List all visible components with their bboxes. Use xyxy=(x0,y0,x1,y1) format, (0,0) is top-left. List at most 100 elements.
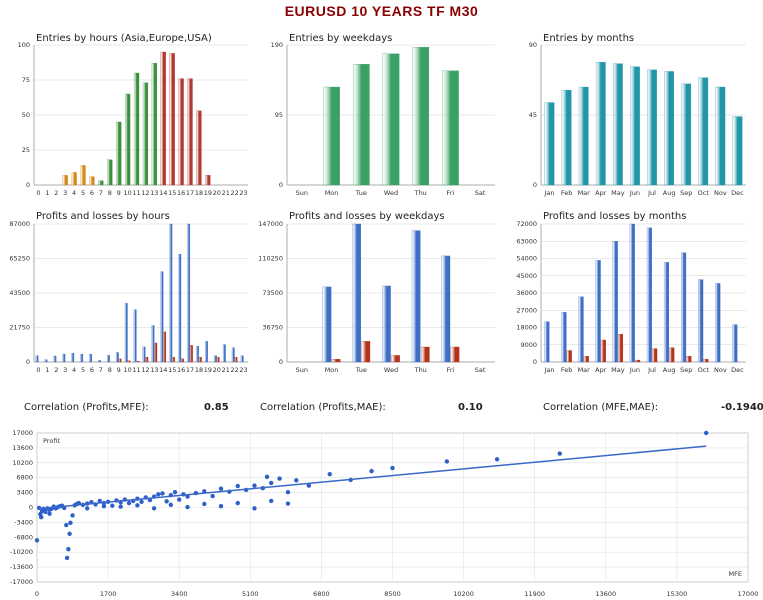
months-xtick-label: Dec xyxy=(731,189,744,197)
hours-xtick-label: 11 xyxy=(132,189,140,197)
pl-months-ytick-label: 45000 xyxy=(516,272,537,280)
pl-weekdays-xtick-label: Tue xyxy=(355,366,367,374)
hours-ytick-label: 75 xyxy=(22,76,30,84)
pl-weekdays-xtick-label: Wed xyxy=(384,366,398,374)
pl-months-xtick-label: Apr xyxy=(595,366,607,374)
scatter-point xyxy=(43,509,48,515)
pl-months-xtick-label: Jun xyxy=(629,366,640,374)
scatter-point xyxy=(294,478,299,483)
hours-xtick-label: 1 xyxy=(45,189,49,197)
scatter-point xyxy=(285,489,291,495)
pl-months-xtick-label: Oct xyxy=(698,366,710,374)
scatter-point xyxy=(218,486,224,491)
pl-weekdays-ytick-label: 73500 xyxy=(262,289,283,297)
weekdays-xtick-label: Mon xyxy=(325,189,339,197)
hours-bar xyxy=(116,121,122,186)
scatter-xtick-label: 0 xyxy=(35,590,39,598)
pl-hours-xtick-label: 20 xyxy=(213,366,221,374)
months-ytick-label: 0 xyxy=(533,181,537,189)
pl-weekdays-xtick-label: Thu xyxy=(414,366,427,374)
weekdays-bar xyxy=(352,64,370,186)
scatter-ytick-label: 0 xyxy=(29,504,33,512)
weekdays-xtick-label: Sun xyxy=(296,189,308,197)
scatter-point xyxy=(252,506,257,511)
pl-months-xtick-label: Aug xyxy=(663,366,676,374)
months-bar xyxy=(630,66,640,186)
hours-ytick-label: 25 xyxy=(22,146,30,154)
months-title: Entries by months xyxy=(543,33,634,44)
months-xtick-label: Mar xyxy=(578,189,591,197)
pl-hours-xtick-label: 2 xyxy=(54,366,58,374)
pl-hours-xtick-label: 13 xyxy=(150,366,158,374)
pl-weekdays-xtick-label: Sun xyxy=(296,366,308,374)
pl-months-bar-series-0 xyxy=(544,321,550,363)
pl-weekdays-bar-series-1 xyxy=(420,346,430,363)
pl-hours-bar-series-0 xyxy=(115,352,119,363)
months-bar xyxy=(715,86,726,186)
scatter-point xyxy=(34,538,40,543)
scatter-xtick-label: 8500 xyxy=(384,590,401,598)
pl-hours-bar-series-0 xyxy=(89,353,92,363)
hours-bar xyxy=(178,78,184,186)
pl-hours-xtick-label: 17 xyxy=(186,366,194,374)
scatter-point xyxy=(164,499,169,504)
scatter-point xyxy=(64,555,70,561)
hours-xtick-label: 14 xyxy=(159,189,167,197)
pl-hours-xtick-label: 15 xyxy=(168,366,176,374)
pl-hours-xtick-label: 12 xyxy=(141,366,149,374)
pl-weekdays-ytick-label: 110250 xyxy=(258,255,283,263)
scatter-point xyxy=(277,476,282,481)
scatter-point xyxy=(64,522,69,528)
scatter-point xyxy=(172,489,178,495)
pl-months-ytick-label: 63000 xyxy=(516,237,537,245)
months-ytick-label: 90 xyxy=(529,41,537,49)
hours-bar xyxy=(169,53,175,186)
pl-hours-xtick-label: 3 xyxy=(63,366,67,374)
pl-hours-bar-series-1 xyxy=(154,342,158,363)
scatter-point xyxy=(156,492,161,497)
scatter-ylabel: Profit xyxy=(43,437,60,445)
scatter-point xyxy=(185,504,190,510)
pl-hours-title: Profits and losses by hours xyxy=(36,211,170,222)
pl-months-bar-series-1 xyxy=(617,334,624,363)
pl-hours-bar-series-1 xyxy=(136,361,140,363)
scatter-point xyxy=(84,506,90,511)
hours-xtick-label: 9 xyxy=(117,189,121,197)
pl-hours-bar-series-0 xyxy=(62,353,66,363)
corr-profits-mae-value: 0.10 xyxy=(458,402,483,413)
scatter-ytick-label: -10200 xyxy=(10,548,33,556)
pl-hours-bar-series-1 xyxy=(172,357,175,363)
pl-hours-ytick-label: 43500 xyxy=(9,289,30,297)
pl-weekdays-bar-series-0 xyxy=(441,255,451,363)
pl-hours-bar-series-1 xyxy=(145,357,149,363)
pl-months-title: Profits and losses by months xyxy=(543,211,686,222)
hours-bar xyxy=(80,165,86,186)
pl-hours-bar-series-0 xyxy=(240,355,244,363)
weekdays-bar xyxy=(412,47,430,186)
hours-xtick-label: 10 xyxy=(123,189,131,197)
pl-hours-bar-series-1 xyxy=(181,358,184,363)
pl-hours-bar-series-0 xyxy=(222,344,226,363)
pl-weekdays-bar-series-0 xyxy=(322,286,332,363)
scatter-point xyxy=(38,514,44,520)
pl-hours-xtick-label: 11 xyxy=(132,366,140,374)
scatter-ytick-label: -6800 xyxy=(14,533,33,541)
pl-months-xtick-label: Jan xyxy=(544,366,555,374)
pl-hours-xtick-label: 0 xyxy=(36,366,40,374)
hours-xtick-label: 8 xyxy=(108,189,112,197)
pl-weekdays-ytick-label: 147000 xyxy=(258,220,283,228)
pl-months-xtick-label: Jul xyxy=(647,366,656,374)
weekdays-xtick-label: Wed xyxy=(384,189,398,197)
scatter-point xyxy=(494,457,500,462)
pl-hours-bar-series-1 xyxy=(216,357,220,363)
pl-months-ytick-label: 18000 xyxy=(516,324,537,332)
hours-bar xyxy=(71,172,77,186)
scatter-point xyxy=(177,497,182,502)
months-xtick-label: Nov xyxy=(714,189,727,197)
months-bar xyxy=(681,83,692,186)
pl-months-ytick-label: 27000 xyxy=(516,306,537,314)
hours-bar xyxy=(142,82,149,186)
months-bar xyxy=(561,89,572,186)
scatter-point xyxy=(235,500,240,506)
scatter-point xyxy=(390,465,395,471)
